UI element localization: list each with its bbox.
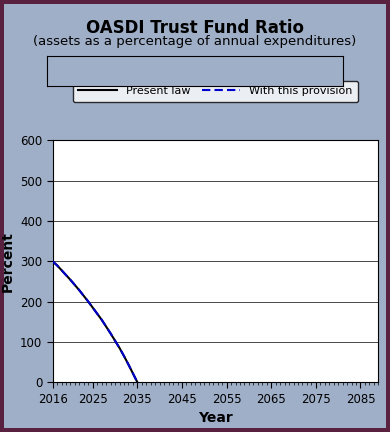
Text: (assets as a percentage of annual expenditures): (assets as a percentage of annual expend… [34, 35, 356, 48]
Y-axis label: Percent: Percent [0, 231, 14, 292]
Text: OASDI Trust Fund Ratio: OASDI Trust Fund Ratio [86, 19, 304, 37]
Legend: Present law, With this provision: Present law, With this provision [73, 81, 358, 102]
X-axis label: Year: Year [198, 411, 233, 425]
